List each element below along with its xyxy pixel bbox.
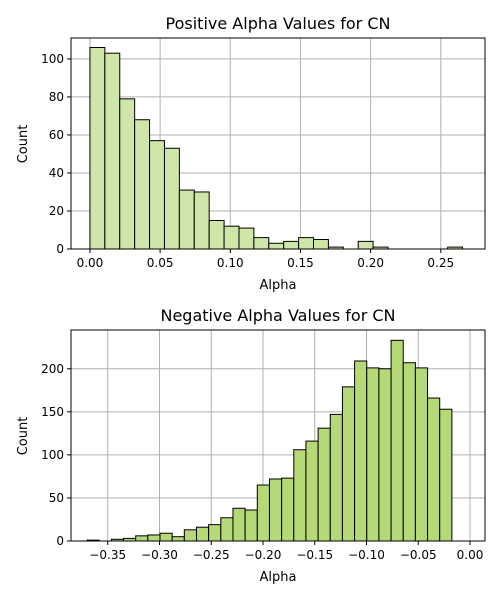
x-tick-label: 0.10: [217, 256, 244, 270]
x-tick-label: −0.20: [245, 548, 282, 562]
x-axis-label: Alpha: [260, 278, 297, 293]
histogram-bar: [238, 227, 255, 250]
histogram-bar: [402, 362, 416, 542]
histogram-bar: [298, 237, 315, 250]
histogram-bar: [293, 449, 307, 542]
histogram-bar: [305, 440, 319, 542]
histogram-bar: [439, 408, 453, 542]
histogram-bar: [223, 225, 240, 250]
y-tick-label: 60: [49, 128, 64, 142]
y-tick-label: 80: [49, 90, 64, 104]
x-axis-ticks: −0.35 −0.30 −0.25 −0.20 −0.15 −0.10 −0.05 0.00: [89, 541, 483, 562]
x-tick-label: −0.15: [296, 548, 333, 562]
histogram-bar: [89, 47, 106, 250]
chart-title: Positive Alpha Values for CN: [166, 14, 391, 33]
y-tick-label: 200: [41, 362, 64, 376]
histogram-bar: [104, 52, 121, 250]
x-tick-label: −0.05: [400, 548, 437, 562]
y-axis-ticks: 0 50 100 150 200: [41, 362, 71, 548]
negative-alpha-histogram: Negative Alpha Values for CN −0.35 −0.30−…: [16, 306, 486, 585]
x-tick-label: 0.20: [357, 256, 384, 270]
histogram-bar: [427, 397, 441, 542]
y-tick-label: 100: [41, 448, 64, 462]
y-tick-label: 40: [49, 166, 64, 180]
chart-title: Negative Alpha Values for CN: [160, 306, 395, 325]
y-tick-label: 100: [41, 52, 64, 66]
x-tick-label: −0.25: [193, 548, 230, 562]
x-tick-label: −0.30: [141, 548, 178, 562]
y-tick-label: 150: [41, 405, 64, 419]
y-axis-ticks: 0 20 40 60 80 100: [41, 52, 71, 256]
plot-frame: [70, 37, 486, 250]
histogram-bar: [366, 367, 380, 542]
y-axis-label: Count: [16, 417, 31, 456]
histogram-bar: [329, 413, 343, 542]
histogram-bar: [253, 237, 270, 250]
histogram-bar: [159, 532, 173, 542]
histogram-bar: [268, 478, 283, 542]
histogram-bar: [163, 147, 180, 250]
histogram-bar: [390, 339, 404, 542]
y-tick-label: 50: [49, 491, 64, 505]
histogram-bar: [341, 386, 356, 542]
histogram-bar: [171, 536, 185, 542]
x-tick-label: 0.00: [77, 256, 104, 270]
histogram-bar: [208, 219, 225, 250]
y-tick-label: 20: [49, 204, 64, 218]
histogram-bar: [183, 529, 197, 542]
histogram-bar: [232, 507, 246, 542]
histogram-bar: [119, 98, 136, 250]
histogram-bar: [134, 119, 151, 250]
x-tick-label: −0.10: [348, 548, 385, 562]
histogram-bar: [147, 534, 161, 542]
histogram-bar: [193, 191, 210, 250]
histogram-bar: [317, 427, 331, 542]
y-axis-label: Count: [16, 125, 31, 164]
histogram-bar: [195, 526, 210, 542]
histogram-bar: [178, 189, 195, 250]
histogram-bar: [313, 238, 329, 250]
x-tick-label: −0.35: [89, 548, 126, 562]
histogram-bar: [378, 368, 392, 542]
positive-alpha-histogram: Positive Alpha Values for CN 0.00 0.05 0.1…: [16, 14, 486, 293]
x-tick-label: 0.15: [287, 256, 314, 270]
histogram-bar: [135, 535, 149, 542]
x-axis-label: Alpha: [260, 570, 297, 585]
histogram-bars: [86, 339, 453, 542]
histogram-bar: [149, 140, 165, 250]
plot-frame: [70, 329, 486, 542]
y-tick-label: 0: [56, 242, 64, 256]
histogram-bar: [357, 240, 374, 250]
x-tick-label: 0.05: [147, 256, 174, 270]
histogram-bar: [354, 360, 368, 542]
histogram-bar: [208, 524, 222, 542]
x-axis-ticks: 0.00 0.05 0.10 0.15 0.20 0.25: [77, 249, 454, 270]
histogram-bar: [283, 240, 300, 250]
histogram-bar: [244, 509, 258, 542]
histogram-bar: [220, 517, 234, 542]
histogram-bar: [281, 477, 295, 542]
x-tick-label: 0.00: [457, 548, 484, 562]
histogram-bar: [414, 367, 429, 542]
histogram-bar: [256, 484, 270, 542]
x-tick-label: 0.25: [427, 256, 454, 270]
histogram-bars: [89, 47, 464, 250]
y-tick-label: 0: [56, 534, 64, 548]
histogram-bar: [268, 242, 285, 250]
